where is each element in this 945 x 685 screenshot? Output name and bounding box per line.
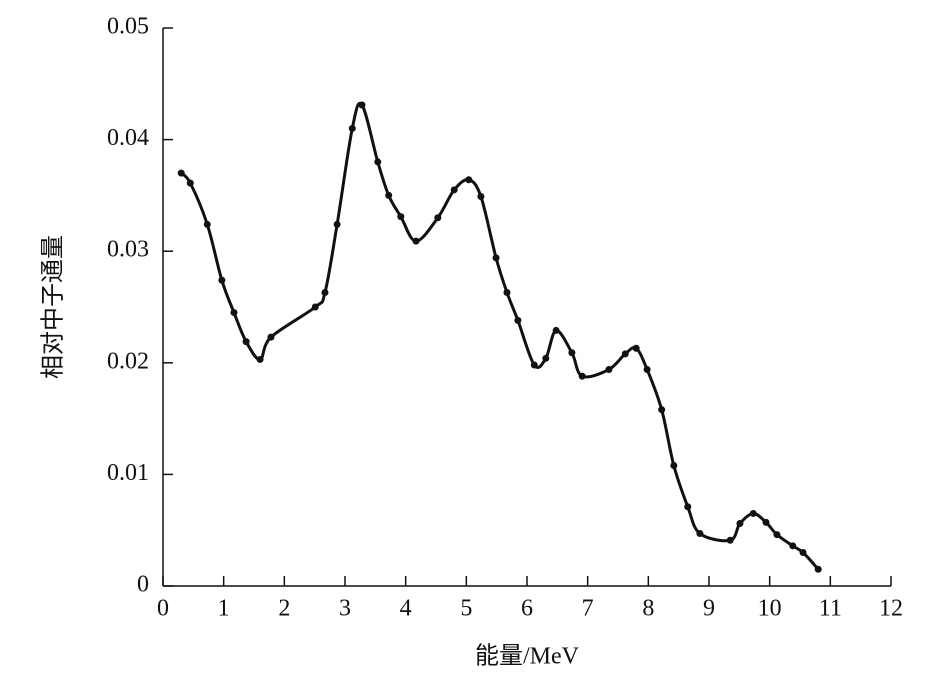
data-point xyxy=(434,214,442,222)
data-point xyxy=(385,191,393,199)
data-point xyxy=(514,316,522,324)
x-tick-label: 10 xyxy=(758,596,782,622)
data-point xyxy=(333,220,341,228)
data-point xyxy=(749,509,757,517)
data-point xyxy=(477,193,485,201)
x-tick-label: 1 xyxy=(218,596,230,622)
data-point xyxy=(670,461,678,469)
y-tick-label: 0 xyxy=(137,572,149,598)
x-axis-label: 能量/MeV xyxy=(475,643,580,670)
data-point xyxy=(789,542,797,550)
data-point xyxy=(218,276,226,284)
data-point xyxy=(736,520,744,528)
data-point xyxy=(492,254,500,262)
fit-curve xyxy=(180,102,820,571)
data-point xyxy=(177,169,185,177)
data-point xyxy=(684,503,692,511)
x-tick-label: 7 xyxy=(582,596,594,622)
x-tick-label: 12 xyxy=(879,596,903,622)
data-point xyxy=(412,237,420,245)
data-point xyxy=(578,372,586,380)
data-point xyxy=(186,179,194,187)
data-point xyxy=(242,338,250,346)
data-point xyxy=(658,406,666,414)
data-point xyxy=(542,354,550,362)
y-axis-label: 相对中子通量 xyxy=(40,235,67,379)
data-point xyxy=(397,213,405,221)
data-point xyxy=(503,288,511,296)
x-tick-label: 11 xyxy=(819,596,842,622)
data-point xyxy=(311,303,319,311)
data-point xyxy=(605,365,613,373)
data-point xyxy=(726,536,734,544)
data-point xyxy=(814,565,822,573)
data-point xyxy=(450,186,458,194)
x-tick-label: 4 xyxy=(400,596,412,622)
data-point xyxy=(230,309,238,317)
data-point xyxy=(621,350,629,358)
data-point xyxy=(348,124,356,132)
x-tick-label: 2 xyxy=(278,596,290,622)
x-tick-label: 3 xyxy=(339,596,351,622)
y-tick-label: 0.05 xyxy=(107,14,149,40)
data-point xyxy=(773,531,781,539)
data-point xyxy=(321,288,329,296)
data-point xyxy=(203,220,211,228)
x-tick-label: 0 xyxy=(157,596,169,622)
data-point xyxy=(568,349,576,357)
data-point xyxy=(799,549,807,557)
x-tick-label: 6 xyxy=(521,596,533,622)
data-point xyxy=(643,365,651,373)
data-point xyxy=(374,158,382,166)
y-tick-label: 0.02 xyxy=(107,348,149,374)
data-point xyxy=(552,326,560,334)
data-point xyxy=(358,101,366,109)
data-point xyxy=(256,355,264,363)
y-tick-label: 0.03 xyxy=(107,237,149,263)
y-tick-label: 0.04 xyxy=(107,125,149,151)
x-tick-label: 9 xyxy=(703,596,715,622)
data-point xyxy=(465,176,473,184)
x-tick-label: 8 xyxy=(642,596,654,622)
data-point xyxy=(696,530,704,538)
x-tick-label: 5 xyxy=(460,596,472,622)
y-tick-label: 0.01 xyxy=(107,460,149,486)
data-point xyxy=(267,333,275,341)
data-point xyxy=(762,518,770,526)
data-point xyxy=(530,361,538,369)
data-point xyxy=(632,344,640,352)
